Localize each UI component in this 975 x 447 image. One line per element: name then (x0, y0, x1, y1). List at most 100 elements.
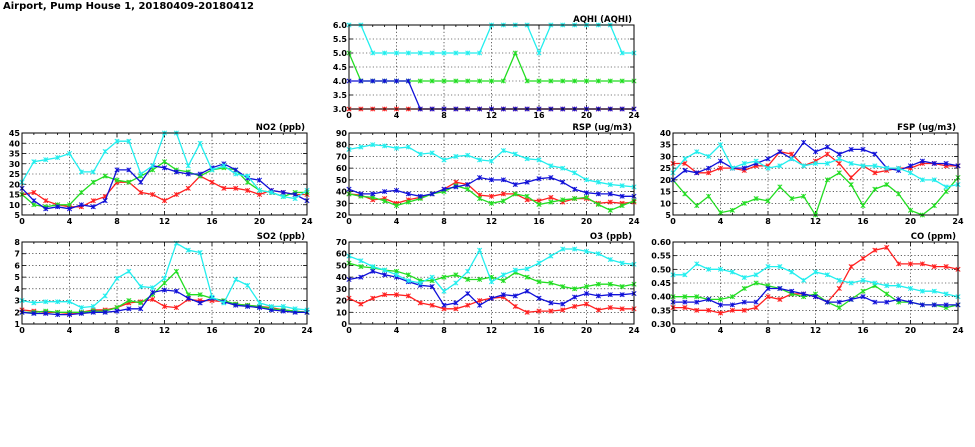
data-point-blue (860, 146, 866, 152)
data-point-cyan (393, 272, 400, 278)
data-point-cyan (268, 189, 274, 196)
data-point-blue (572, 186, 578, 192)
data-point-red (682, 160, 688, 167)
data-point-cyan (114, 275, 120, 281)
data-point-red (500, 191, 506, 197)
data-point-green (824, 177, 830, 183)
data-point-cyan (429, 150, 435, 156)
data-point-green (114, 177, 120, 183)
data-point-cyan (777, 163, 783, 169)
data-point-cyan (741, 274, 747, 281)
data-point-blue (919, 302, 925, 308)
data-point-red (548, 194, 554, 200)
data-point-cyan (126, 138, 132, 144)
data-point-cyan (43, 157, 49, 163)
x-tick-label: 16 (857, 326, 869, 335)
y-tick-label: 3.0 (333, 105, 348, 114)
y-tick-label: 30 (336, 285, 348, 294)
data-point-red (245, 187, 251, 193)
data-point-cyan (789, 269, 795, 275)
data-point-blue (682, 167, 688, 174)
data-point-cyan (78, 169, 84, 175)
data-point-cyan (824, 272, 830, 278)
x-tick-label: 12 (486, 217, 497, 226)
data-point-green (836, 305, 842, 311)
data-point-blue (126, 306, 132, 312)
data-point-red (753, 305, 759, 311)
x-tick-label: 24 (301, 326, 313, 335)
data-point-green (607, 281, 613, 287)
data-point-green (560, 78, 566, 84)
data-point-green (393, 203, 400, 209)
y-tick-label: 30 (660, 152, 672, 161)
chart-o3: 0 4 8 12 16 20 24 0 10 20 30 40 50 60 70 O3 (ppb) (336, 232, 640, 335)
data-point-cyan (477, 157, 483, 163)
data-point-green (619, 283, 625, 290)
data-point-cyan (209, 167, 215, 173)
data-point-cyan (465, 268, 471, 274)
data-point-green (884, 291, 890, 297)
data-point-red (931, 264, 937, 270)
data-point-blue (90, 204, 96, 210)
y-tick-label: 3 (14, 297, 20, 306)
x-tick-label: 24 (952, 326, 964, 335)
data-point-cyan (694, 149, 700, 155)
data-point-green (896, 191, 902, 197)
data-point-cyan (161, 275, 168, 281)
data-point-blue (706, 296, 712, 302)
x-tick-label: 8 (114, 326, 120, 335)
data-point-blue (370, 191, 376, 197)
data-point-cyan (78, 305, 84, 311)
x-tick-label: 0 (670, 326, 676, 335)
data-point-cyan (55, 299, 61, 305)
x-tick-label: 0 (346, 217, 352, 226)
data-point-blue (907, 163, 914, 169)
chart-title: O3 (ppb) (590, 232, 632, 242)
data-point-green (682, 191, 688, 197)
chart-title: NO2 (ppb) (256, 123, 305, 133)
data-point-cyan (872, 163, 878, 169)
data-point-blue (694, 299, 700, 305)
data-point-blue (185, 295, 191, 301)
data-point-blue (583, 290, 590, 297)
data-point-cyan (280, 303, 286, 309)
chart-title: SO2 (ppb) (257, 232, 305, 242)
data-point-blue (717, 302, 724, 308)
data-point-blue (197, 300, 203, 306)
data-point-blue (765, 285, 771, 292)
chart-title: FSP (ug/m3) (897, 123, 956, 133)
data-point-green (943, 189, 949, 195)
data-point-green (536, 201, 542, 208)
data-point-cyan (280, 193, 286, 200)
x-tick-label: 20 (581, 217, 593, 226)
data-point-green (741, 200, 747, 206)
data-point-green (583, 194, 590, 200)
data-point-red (765, 294, 771, 300)
data-point-cyan (221, 300, 227, 306)
data-point-cyan (572, 246, 578, 252)
data-point-green (717, 296, 724, 302)
data-point-blue (607, 191, 613, 197)
data-point-cyan (536, 50, 542, 56)
data-point-cyan (197, 140, 203, 146)
x-tick-label: 0 (670, 217, 676, 226)
data-point-red (706, 170, 712, 176)
x-tick-label: 16 (533, 217, 545, 226)
y-tick-label: 40 (336, 273, 348, 282)
data-point-cyan (836, 156, 842, 162)
data-point-blue (66, 206, 73, 212)
data-point-red (370, 295, 376, 301)
data-point-blue (896, 296, 902, 302)
data-point-cyan (860, 277, 866, 283)
x-tick-label: 4 (394, 326, 400, 335)
chart-rsp: 0 4 8 12 16 20 24 20 30 40 50 60 70 80 90 RSP (ug/m3) (336, 123, 640, 226)
data-point-cyan (824, 160, 830, 167)
data-point-green (548, 199, 554, 205)
data-point-green (607, 78, 613, 84)
data-point-cyan (233, 171, 239, 177)
data-point-cyan (370, 264, 376, 270)
data-point-red (884, 244, 890, 251)
data-point-green (607, 207, 613, 213)
data-point-red (860, 255, 866, 261)
data-point-blue (583, 190, 590, 196)
